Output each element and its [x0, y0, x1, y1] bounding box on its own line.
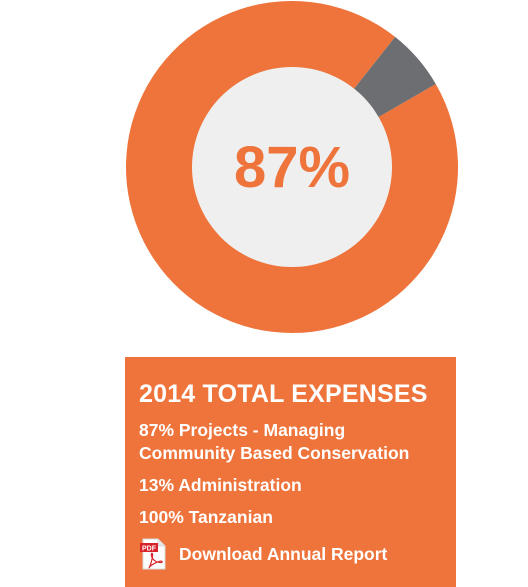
administration-line: 13% Administration — [139, 475, 302, 495]
donut-center-label: 87% — [234, 135, 350, 200]
pdf-icon-text: PDF — [142, 545, 157, 552]
pdf-file-icon[interactable]: PDF — [139, 538, 169, 570]
donut-svg: 87% — [126, 0, 458, 333]
tanzanian-line: 100% Tanzanian — [139, 507, 273, 527]
projects-line-2: Community Based Conservation — [139, 443, 410, 463]
expenses-summary-box: 2014 TOTAL EXPENSES 87% Projects - Manag… — [125, 357, 456, 587]
download-annual-report-label[interactable]: Download Annual Report — [179, 543, 388, 564]
download-annual-report-link[interactable]: PDF Download Annual Report — [139, 538, 456, 570]
expenses-donut-chart: 87% — [125, 0, 459, 334]
expenses-title: 2014 TOTAL EXPENSES — [139, 380, 428, 408]
donut-hole — [192, 67, 392, 267]
projects-line-1: 87% Projects - Managing — [139, 420, 346, 440]
